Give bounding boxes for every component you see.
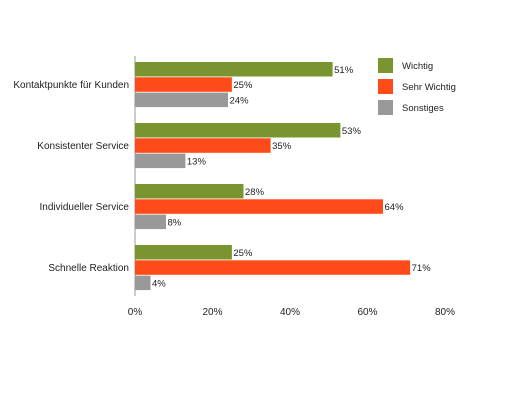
bar <box>135 214 166 230</box>
bar <box>135 275 151 291</box>
legend-swatch <box>378 79 393 94</box>
bar <box>135 92 228 108</box>
data-label: 71% <box>412 263 432 274</box>
data-label: 4% <box>152 278 166 289</box>
data-label: 53% <box>342 126 362 137</box>
data-label: 25% <box>233 248 253 259</box>
category-label: Konsistenter Service <box>37 141 129 152</box>
bar <box>135 138 271 153</box>
legend-label: Sonstiges <box>402 103 444 114</box>
legend-swatch <box>378 58 393 73</box>
x-tick-label: 20% <box>202 307 222 318</box>
data-label: 13% <box>187 156 207 167</box>
x-tick-label: 60% <box>357 307 377 318</box>
category-label: Kontaktpunkte für Kunden <box>13 80 129 91</box>
data-label: 64% <box>385 202 405 213</box>
legend-label: Wichtig <box>402 61 433 72</box>
x-tick-label: 0% <box>128 307 143 318</box>
data-label: 51% <box>334 65 354 76</box>
bar <box>135 153 186 169</box>
category-label: Individueller Service <box>40 202 130 213</box>
bar <box>135 62 333 77</box>
bar <box>135 199 383 214</box>
data-label: 35% <box>272 141 292 152</box>
legend-label: Sehr Wichtig <box>402 82 456 93</box>
data-label: 24% <box>230 95 250 106</box>
data-label: 25% <box>233 80 253 91</box>
bar <box>135 77 232 92</box>
data-label: 8% <box>168 217 182 228</box>
x-tick-label: 40% <box>280 307 300 318</box>
bar <box>135 123 341 138</box>
bar <box>135 184 244 199</box>
x-tick-label: 80% <box>435 307 455 318</box>
bar <box>135 260 411 275</box>
category-label: Schnelle Reaktion <box>48 263 129 274</box>
legend-swatch <box>378 100 393 115</box>
bar <box>135 245 232 260</box>
data-label: 28% <box>245 187 265 198</box>
